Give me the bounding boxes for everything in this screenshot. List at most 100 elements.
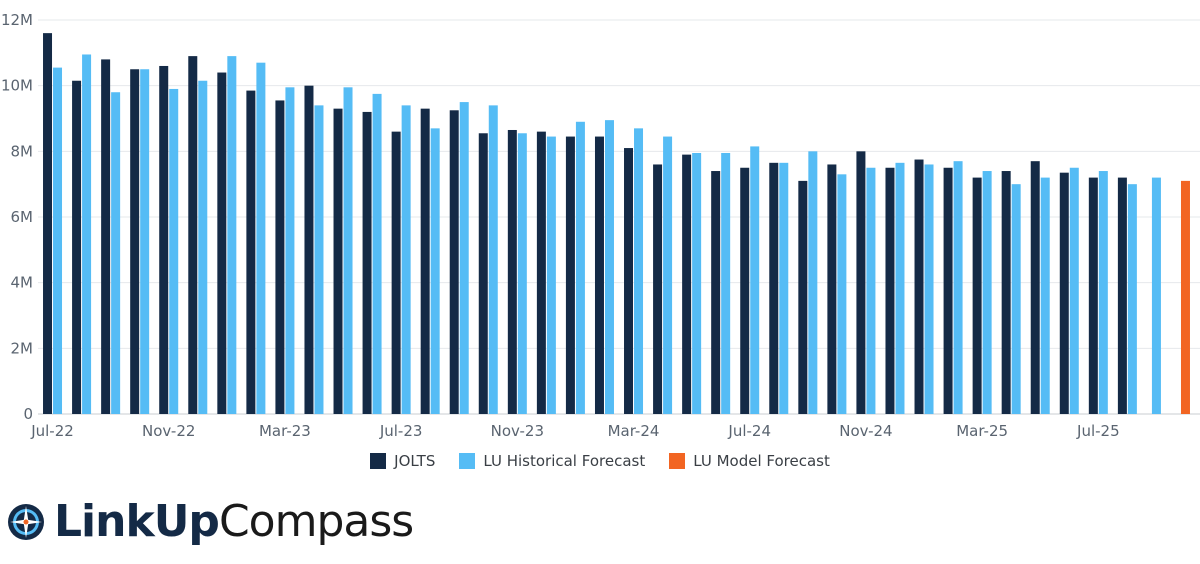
bar-jolts-aug-23[interactable] <box>420 108 430 415</box>
bar-jolts-aug-22[interactable] <box>72 80 82 415</box>
bar-lu-model-forecast-oct-25[interactable] <box>1180 180 1190 414</box>
bar-lu-historical-forecast-sep-25[interactable] <box>1151 177 1161 414</box>
bar-jolts-mar-25[interactable] <box>972 177 982 414</box>
bar-jolts-sep-22[interactable] <box>101 59 111 415</box>
x-tick-label: Nov-23 <box>491 422 544 440</box>
bar-lu-historical-forecast-jan-23[interactable] <box>227 56 237 415</box>
bar-lu-historical-forecast-jul-23[interactable] <box>401 105 411 415</box>
bar-lu-historical-forecast-jul-24[interactable] <box>750 146 760 414</box>
bar-jolts-jul-22[interactable] <box>43 33 53 414</box>
bar-lu-historical-forecast-may-25[interactable] <box>1040 177 1050 414</box>
bar-lu-historical-forecast-apr-23[interactable] <box>314 105 324 415</box>
x-axis-tick-labels: Jul-22 Nov-22 Mar-23 Jul-23 Nov-23 Mar-24 Jul-… <box>30 422 1119 440</box>
bars <box>43 33 1190 415</box>
bar-jolts-oct-24[interactable] <box>827 164 837 414</box>
bar-jolts-apr-25[interactable] <box>1001 171 1011 414</box>
bar-lu-historical-forecast-nov-22[interactable] <box>169 88 179 414</box>
bar-lu-historical-forecast-feb-25[interactable] <box>953 161 963 414</box>
bar-jolts-jan-24[interactable] <box>565 136 575 414</box>
legend-item-jolts[interactable]: JOLTS <box>370 452 435 470</box>
bar-lu-historical-forecast-sep-24[interactable] <box>808 151 818 414</box>
bar-lu-historical-forecast-oct-22[interactable] <box>140 69 150 414</box>
bar-lu-historical-forecast-dec-24[interactable] <box>895 162 905 414</box>
bar-lu-historical-forecast-jun-23[interactable] <box>372 93 382 415</box>
x-tick-label: Jul-22 <box>30 422 74 440</box>
linkup-compass-logo: LinkUpCompass <box>6 500 414 544</box>
legend-item-lu-historical-forecast[interactable]: LU Historical Forecast <box>459 452 645 470</box>
bar-jolts-feb-23[interactable] <box>246 90 256 414</box>
bar-lu-historical-forecast-jan-24[interactable] <box>575 121 585 414</box>
bar-lu-historical-forecast-aug-24[interactable] <box>779 162 789 414</box>
bar-jolts-may-24[interactable] <box>682 154 692 414</box>
bar-jolts-jan-25[interactable] <box>914 159 924 414</box>
bar-jolts-jun-24[interactable] <box>711 171 721 414</box>
bar-lu-historical-forecast-jun-24[interactable] <box>721 152 731 415</box>
bar-jolts-feb-25[interactable] <box>943 167 953 414</box>
bar-jolts-mar-24[interactable] <box>624 148 634 415</box>
bar-lu-historical-forecast-dec-22[interactable] <box>198 80 208 415</box>
bar-lu-historical-forecast-may-23[interactable] <box>343 87 353 414</box>
bar-lu-historical-forecast-dec-23[interactable] <box>546 136 556 414</box>
bar-jolts-sep-23[interactable] <box>449 110 459 414</box>
brand-name-bold: LinkUp <box>54 496 220 547</box>
bar-lu-historical-forecast-jul-22[interactable] <box>53 67 63 415</box>
bar-lu-historical-forecast-oct-24[interactable] <box>837 174 847 414</box>
bar-jolts-apr-24[interactable] <box>653 164 663 414</box>
bar-lu-historical-forecast-jan-25[interactable] <box>924 164 934 414</box>
bar-lu-historical-forecast-mar-25[interactable] <box>982 171 992 414</box>
bar-lu-historical-forecast-aug-22[interactable] <box>82 54 92 414</box>
bar-jolts-oct-23[interactable] <box>478 133 488 414</box>
y-tick-label: 2M <box>11 339 34 357</box>
bar-lu-historical-forecast-oct-23[interactable] <box>488 105 498 415</box>
bar-lu-historical-forecast-feb-23[interactable] <box>256 62 266 415</box>
bar-lu-historical-forecast-may-24[interactable] <box>692 152 702 415</box>
bar-lu-historical-forecast-aug-25[interactable] <box>1127 184 1137 414</box>
bar-jolts-sep-24[interactable] <box>798 180 808 414</box>
bar-jolts-oct-22[interactable] <box>130 69 140 414</box>
bar-lu-historical-forecast-nov-23[interactable] <box>517 133 527 414</box>
y-tick-label: 8M <box>11 142 34 160</box>
bar-jolts-dec-22[interactable] <box>188 56 198 415</box>
bar-lu-historical-forecast-sep-23[interactable] <box>459 102 469 414</box>
bar-jolts-feb-24[interactable] <box>594 136 604 414</box>
bar-jolts-jul-23[interactable] <box>391 131 401 414</box>
bar-jolts-dec-23[interactable] <box>536 131 546 414</box>
bar-jolts-apr-23[interactable] <box>304 85 314 415</box>
bar-lu-historical-forecast-aug-23[interactable] <box>430 128 440 414</box>
bar-jolts-nov-24[interactable] <box>856 151 866 414</box>
bar-jolts-nov-23[interactable] <box>507 129 517 415</box>
bar-lu-historical-forecast-apr-25[interactable] <box>1011 184 1021 414</box>
x-tick-label: Nov-22 <box>142 422 195 440</box>
bar-lu-historical-forecast-nov-24[interactable] <box>866 167 876 414</box>
bar-lu-historical-forecast-jul-25[interactable] <box>1098 171 1108 414</box>
bar-jolts-nov-22[interactable] <box>159 65 169 414</box>
bar-jolts-may-25[interactable] <box>1030 161 1040 414</box>
bar-lu-historical-forecast-feb-24[interactable] <box>604 120 614 414</box>
bar-jolts-jun-23[interactable] <box>362 111 372 415</box>
bar-lu-historical-forecast-jun-25[interactable] <box>1069 167 1079 414</box>
x-tick-label: Mar-24 <box>608 422 660 440</box>
bar-jolts-aug-24[interactable] <box>769 162 779 414</box>
legend-label-lu-model-forecast: LU Model Forecast <box>693 452 830 470</box>
y-tick-label: 4M <box>11 274 34 292</box>
grid-lines <box>38 19 1200 415</box>
bar-jolts-jun-25[interactable] <box>1059 172 1069 414</box>
bar-jolts-dec-24[interactable] <box>885 167 895 414</box>
y-tick-label: 10M <box>1 77 33 95</box>
bar-lu-historical-forecast-sep-22[interactable] <box>111 92 121 414</box>
bar-lu-historical-forecast-mar-24[interactable] <box>634 128 644 414</box>
bar-jolts-mar-23[interactable] <box>275 100 285 414</box>
x-tick-label: Mar-23 <box>259 422 311 440</box>
bar-jolts-jan-23[interactable] <box>217 72 227 414</box>
legend-label-jolts: JOLTS <box>394 452 436 470</box>
y-tick-label: 6M <box>11 208 34 226</box>
legend-item-lu-model-forecast[interactable]: LU Model Forecast <box>669 452 830 470</box>
x-tick-label: Jul-23 <box>379 422 423 440</box>
bar-jolts-jul-24[interactable] <box>740 167 750 414</box>
bar-jolts-may-23[interactable] <box>333 108 343 415</box>
bar-jolts-aug-25[interactable] <box>1117 177 1127 414</box>
compass-icon <box>8 504 44 540</box>
bar-jolts-jul-25[interactable] <box>1088 177 1098 414</box>
bar-lu-historical-forecast-apr-24[interactable] <box>663 136 673 414</box>
bar-lu-historical-forecast-mar-23[interactable] <box>285 87 295 414</box>
